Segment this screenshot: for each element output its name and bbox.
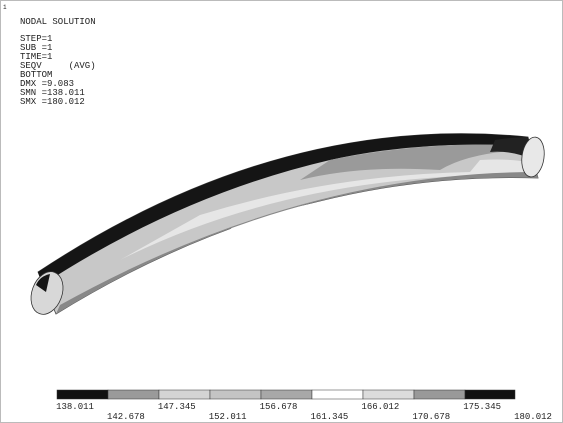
color-legend xyxy=(57,390,515,399)
legend-label: 161.345 xyxy=(311,412,349,422)
result-viewport: 1 NODAL SOLUTION STEP=1SUB =1TIME=1SEQV … xyxy=(0,0,563,423)
legend-label: 166.012 xyxy=(361,402,399,412)
legend-label: 152.011 xyxy=(209,412,247,422)
legend-swatch xyxy=(465,390,515,399)
legend-swatch xyxy=(210,390,261,399)
legend-label: 170.678 xyxy=(412,412,450,422)
legend-label: 180.012 xyxy=(514,412,552,422)
legend-swatch xyxy=(312,390,363,399)
legend-swatch xyxy=(261,390,312,399)
legend-swatch xyxy=(159,390,210,399)
legend-label: 147.345 xyxy=(158,402,196,412)
legend-swatch xyxy=(363,390,414,399)
plot-title: NODAL SOLUTION xyxy=(20,17,96,27)
header-line: SMX =180.012 xyxy=(20,97,85,107)
page: 1 NODAL SOLUTION STEP=1SUB =1TIME=1SEQV … xyxy=(0,0,563,423)
legend-label: 156.678 xyxy=(260,402,298,412)
legend-label: 142.678 xyxy=(107,412,145,422)
window-number: 1 xyxy=(3,4,7,11)
legend-swatch xyxy=(414,390,465,399)
legend-swatch xyxy=(57,390,108,399)
legend-label: 175.345 xyxy=(463,402,501,412)
legend-label: 138.011 xyxy=(56,402,94,412)
legend-swatch xyxy=(108,390,159,399)
